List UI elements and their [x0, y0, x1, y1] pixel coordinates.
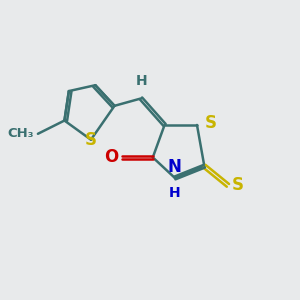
Text: S: S: [204, 115, 216, 133]
Text: O: O: [104, 148, 118, 166]
Text: H: H: [169, 186, 181, 200]
Text: N: N: [168, 158, 182, 175]
Text: S: S: [231, 176, 243, 194]
Text: H: H: [136, 74, 147, 88]
Text: CH₃: CH₃: [7, 127, 34, 140]
Text: S: S: [85, 131, 97, 149]
